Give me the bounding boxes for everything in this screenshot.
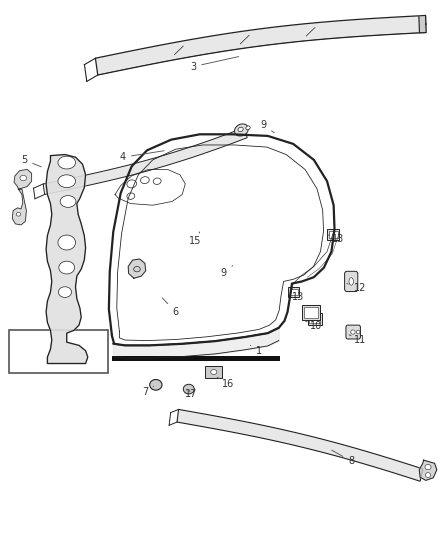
Text: 1: 1	[250, 345, 261, 356]
Text: 5: 5	[21, 155, 41, 167]
Polygon shape	[418, 15, 425, 33]
Ellipse shape	[237, 127, 243, 132]
Ellipse shape	[58, 175, 75, 188]
Ellipse shape	[424, 464, 430, 470]
Text: 3: 3	[190, 56, 238, 71]
Bar	[301, 305, 319, 320]
Text: 12: 12	[346, 283, 365, 293]
FancyBboxPatch shape	[344, 271, 357, 292]
FancyBboxPatch shape	[345, 325, 360, 339]
Bar	[289, 289, 297, 295]
Text: 15: 15	[189, 232, 201, 246]
Polygon shape	[43, 127, 247, 195]
Polygon shape	[12, 169, 32, 225]
Text: 8: 8	[331, 450, 353, 466]
Bar	[287, 287, 299, 297]
Bar	[308, 314, 320, 323]
Text: 13: 13	[326, 234, 343, 244]
Ellipse shape	[245, 126, 250, 130]
Text: 11: 11	[348, 335, 365, 345]
Polygon shape	[95, 15, 425, 75]
Text: 7: 7	[141, 386, 153, 397]
Text: 9: 9	[260, 120, 274, 133]
Text: 16: 16	[217, 377, 234, 389]
Ellipse shape	[234, 124, 248, 136]
Ellipse shape	[210, 370, 216, 374]
Bar	[328, 231, 337, 238]
Polygon shape	[128, 259, 145, 278]
Ellipse shape	[348, 278, 353, 285]
Text: 6: 6	[162, 298, 178, 317]
Text: 4: 4	[120, 151, 164, 162]
Text: 10: 10	[304, 321, 321, 331]
Bar	[112, 356, 279, 361]
Bar	[307, 313, 321, 325]
Bar	[9, 330, 107, 373]
Ellipse shape	[356, 330, 359, 334]
Ellipse shape	[149, 379, 162, 390]
Ellipse shape	[58, 235, 75, 250]
Text: 9: 9	[220, 265, 232, 278]
Ellipse shape	[58, 287, 71, 297]
Bar	[205, 366, 222, 378]
Bar	[303, 307, 317, 318]
Ellipse shape	[20, 175, 27, 181]
Ellipse shape	[16, 212, 21, 216]
Ellipse shape	[59, 261, 74, 274]
Ellipse shape	[60, 196, 76, 207]
Ellipse shape	[424, 473, 430, 478]
Ellipse shape	[183, 384, 194, 394]
Bar	[326, 229, 339, 240]
Polygon shape	[418, 460, 436, 480]
Ellipse shape	[58, 156, 75, 169]
Text: 17: 17	[184, 390, 197, 399]
Ellipse shape	[350, 330, 354, 334]
Polygon shape	[46, 155, 88, 364]
Polygon shape	[177, 409, 422, 481]
Text: 13: 13	[288, 293, 304, 302]
